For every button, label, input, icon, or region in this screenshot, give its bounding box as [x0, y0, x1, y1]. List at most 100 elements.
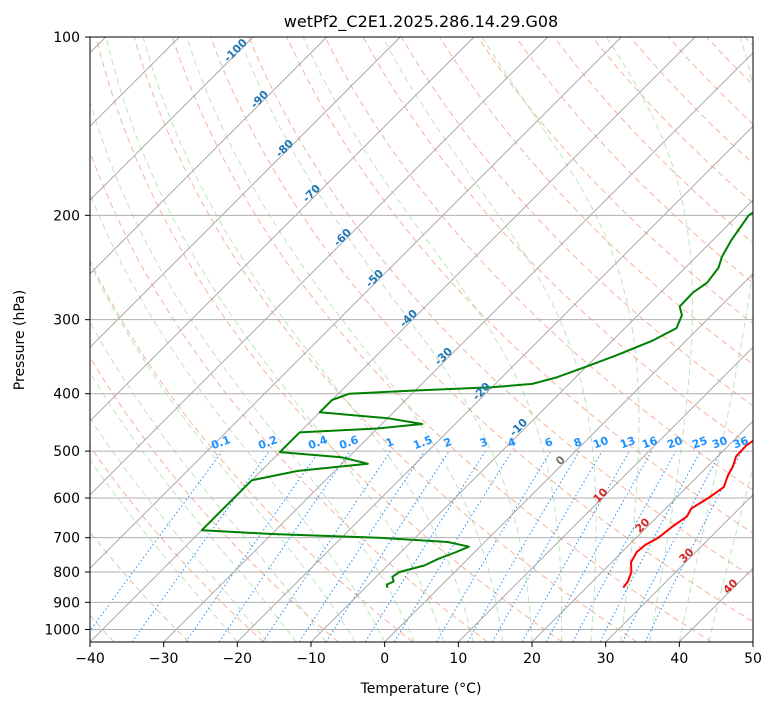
isotherm-line [531, 420, 753, 642]
mixing-ratio-line [467, 450, 580, 642]
dry-adiabat-line [90, 531, 190, 642]
mixing-ratio-line [572, 450, 677, 642]
dry-adiabat-line [90, 445, 264, 642]
isotherm-line [90, 37, 401, 348]
x-tick-label: −40 [75, 651, 105, 667]
mixing-ratio-label: 0.6 [337, 433, 360, 452]
mixing-ratio-line [545, 450, 653, 642]
x-tick-label: 0 [380, 651, 389, 667]
dry-adiabat-line [95, 37, 563, 642]
mixing-ratio-label: 20 [665, 434, 684, 452]
plot-frame [89, 36, 754, 643]
y-tick-label: 200 [53, 208, 80, 224]
dry-adiabat-line [90, 150, 488, 642]
moist-adiabat-line [142, 37, 474, 642]
x-tick-label: 20 [523, 651, 541, 667]
moist-adiabat-line [90, 417, 268, 642]
moist-adiabat-line [90, 321, 327, 642]
mixing-ratio-line [185, 450, 320, 642]
y-tick-label: 300 [53, 313, 80, 329]
mixing-ratio-label: 8 [572, 435, 584, 450]
y-axis: 100 200 300 400 500 600 700 800 900 1000 [44, 30, 90, 638]
isotherm-line [384, 273, 753, 642]
moist-adiabat-line [90, 262, 356, 642]
y-tick-label: 500 [53, 444, 80, 460]
mixing-ratio-label: 30 [710, 434, 729, 452]
dry-adiabat-line [286, 37, 753, 534]
dry-adiabat-line [210, 37, 753, 623]
grid [90, 37, 753, 642]
mixing-ratio-label: 0.4 [306, 433, 329, 452]
y-tick-label: 1000 [44, 622, 80, 638]
y-tick-label: 100 [53, 30, 80, 46]
mixing-ratio-label: 1.5 [411, 433, 434, 452]
mixing-ratio-label: 25 [690, 434, 709, 451]
isotherm-line [236, 125, 753, 642]
moist-adiabat-line [678, 37, 753, 642]
mixing-ratio-label: 4 [506, 435, 518, 450]
mixing-ratio-label: 6 [543, 435, 555, 450]
isotherm-line [310, 199, 753, 642]
line-labels: 0.1 0.2 0.4 0.6 1 1.5 2 3 4 6 8 10 13 16 20 25 30 36-100-… [209, 36, 750, 597]
dry-adiabat-label: -90 [248, 88, 271, 111]
moist-adiabat-line [90, 371, 297, 642]
x-tick-label: −10 [296, 651, 326, 667]
mixing-ratio-label: 13 [618, 434, 637, 451]
moist-adiabat-line [186, 37, 503, 642]
isotherm-line [605, 494, 753, 642]
y-tick-label: 400 [53, 387, 80, 403]
y-tick-label: 700 [53, 531, 80, 547]
moist-adiabat-line [90, 459, 238, 642]
isotherm-line [752, 641, 753, 642]
mixing-ratio-line [131, 450, 270, 642]
moist-adiabat-line [606, 37, 693, 642]
mixing-ratio-label: 2 [442, 435, 454, 450]
moist-adiabat-line [105, 37, 445, 642]
moist-adiabat-line [90, 192, 386, 642]
x-tick-label: −30 [149, 651, 179, 667]
dry-adiabat-line [90, 259, 414, 642]
moist-adiabat-line [708, 465, 753, 642]
mixing-ratio-label: 1 [384, 435, 396, 450]
x-tick-label: −20 [223, 651, 253, 667]
moist-adiabat-line [381, 37, 597, 642]
x-axis: −40 −30 −20 −10 0 10 20 30 40 50 [75, 642, 762, 667]
dry-adiabat-label: -60 [331, 226, 354, 249]
moist-adiabat-line [481, 37, 640, 642]
mixing-ratio-label: 0.1 [209, 433, 232, 452]
x-tick-label: 40 [670, 651, 688, 667]
dry-adiabat-label: -50 [363, 267, 386, 290]
chart-title: wetPf2_C2E1.2025.286.14.29.G08 [284, 12, 558, 32]
mixing-ratio-label: 36 [731, 434, 750, 452]
isotherm-line [90, 37, 328, 275]
mixing-ratio-label: 10 [591, 434, 610, 452]
mixing-ratio-line [298, 450, 425, 642]
y-tick-label: 900 [53, 595, 80, 611]
y-axis-label: Pressure (hPa) [12, 290, 28, 390]
dry-adiabat-line [553, 37, 753, 244]
dry-adiabat-line [133, 37, 638, 642]
dry-adiabat-label: -30 [432, 345, 455, 368]
isotherm-line [678, 567, 753, 642]
dry-adiabat-label: -20 [470, 380, 493, 403]
moist-adiabat-label: 10 [591, 485, 611, 505]
y-tick-label: 600 [53, 491, 80, 507]
mixing-ratio-line [393, 450, 513, 642]
mixing-ratio-label: 3 [478, 435, 490, 450]
mixing-ratio-line [325, 450, 450, 642]
isotherm-line [457, 346, 753, 642]
dry-adiabat-label: -80 [273, 137, 296, 160]
series-layer [200, 211, 753, 589]
isotherm-line [90, 37, 622, 569]
mixing-ratio-line [521, 450, 630, 642]
mixing-ratio-line [262, 450, 392, 642]
background-lines [90, 37, 753, 642]
moist-adiabat-line [90, 99, 415, 642]
dry-adiabat-line [324, 37, 753, 491]
isotherm-line [90, 37, 254, 201]
isotherm-line [90, 37, 696, 642]
x-tick-label: 10 [449, 651, 467, 667]
dry-adiabat-label: -40 [397, 307, 420, 330]
mixing-ratio-line [218, 450, 351, 642]
